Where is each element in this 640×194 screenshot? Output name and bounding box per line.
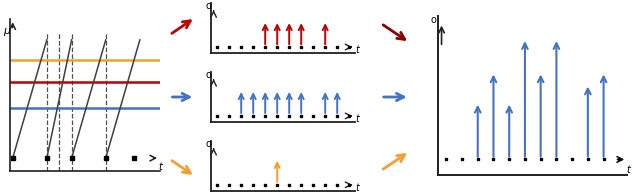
Text: o: o [431,15,436,25]
Text: t: t [356,45,360,55]
Text: o: o [206,70,212,80]
Text: o: o [206,1,212,11]
Text: μ: μ [3,26,10,36]
Text: t: t [158,162,162,172]
Text: t: t [356,183,360,193]
Text: t: t [356,114,360,124]
Text: o: o [206,139,212,149]
Text: t: t [627,165,630,175]
